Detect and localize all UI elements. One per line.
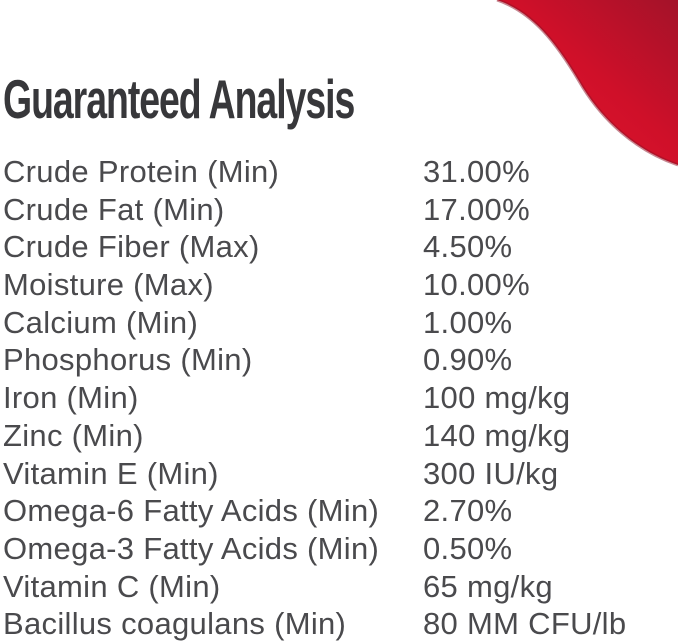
nutrient-label: Omega-3 Fatty Acids (Min)	[3, 530, 380, 566]
nutrient-value: 1.00%	[423, 304, 513, 340]
nutrient-label: Vitamin E (Min)	[3, 455, 219, 491]
analysis-row: Crude Fiber (Max) 4.50%	[3, 228, 678, 266]
nutrient-label: Moisture (Max)	[3, 267, 214, 303]
analysis-row: Phosphorus (Min) 0.90%	[3, 341, 678, 379]
analysis-row: Moisture (Max) 10.00%	[3, 266, 678, 304]
swoosh-fill	[497, 0, 678, 165]
nutrient-value: 100 mg/kg	[423, 380, 571, 416]
nutrient-label: Zinc (Min)	[3, 417, 144, 453]
nutrient-label: Calcium (Min)	[3, 304, 199, 340]
swoosh-edge-shadow	[496, 0, 678, 167]
analysis-row: Omega-3 Fatty Acids (Min) 0.50%	[3, 530, 678, 568]
analysis-table: Crude Protein (Min) 31.00% Crude Fat (Min)…	[3, 153, 678, 643]
analysis-row: Crude Protein (Min) 31.00%	[3, 153, 678, 191]
nutrient-value: 17.00%	[423, 191, 530, 227]
nutrient-value: 80 MM CFU/lb	[423, 606, 627, 642]
nutrient-value: 300 IU/kg	[423, 455, 559, 491]
nutrient-label: Crude Fat (Min)	[3, 191, 225, 227]
analysis-row: Calcium (Min) 1.00%	[3, 304, 678, 342]
analysis-row: Bacillus coagulans (Min) 80 MM CFU/lb	[3, 605, 678, 643]
nutrient-label: Crude Fiber (Max)	[3, 229, 260, 265]
analysis-row: Omega-6 Fatty Acids (Min) 2.70%	[3, 492, 678, 530]
nutrient-label: Iron (Min)	[3, 380, 139, 416]
nutrient-value: 10.00%	[423, 267, 530, 303]
page-title: Guaranteed Analysis	[3, 68, 355, 130]
red-corner-swoosh-icon	[496, 0, 678, 167]
nutrient-value: 140 mg/kg	[423, 417, 571, 453]
analysis-row: Vitamin E (Min) 300 IU/kg	[3, 455, 678, 493]
nutrient-value: 2.70%	[423, 493, 513, 529]
analysis-row: Zinc (Min) 140 mg/kg	[3, 417, 678, 455]
analysis-row: Vitamin C (Min) 65 mg/kg	[3, 568, 678, 606]
nutrient-label: Vitamin C (Min)	[3, 568, 221, 604]
nutrient-label: Crude Protein (Min)	[3, 154, 280, 189]
nutrient-value: 65 mg/kg	[423, 568, 553, 604]
nutrient-label: Phosphorus (Min)	[3, 342, 253, 378]
nutrient-value: 0.90%	[423, 342, 513, 378]
nutrient-value: 4.50%	[423, 229, 513, 265]
nutrient-label: Omega-6 Fatty Acids (Min)	[3, 493, 380, 529]
analysis-row: Crude Fat (Min) 17.00%	[3, 191, 678, 229]
nutrient-value: 0.50%	[423, 530, 513, 566]
analysis-row: Iron (Min) 100 mg/kg	[3, 379, 678, 417]
nutrient-label: Bacillus coagulans (Min)	[3, 606, 347, 642]
nutrient-value: 31.00%	[423, 154, 530, 189]
